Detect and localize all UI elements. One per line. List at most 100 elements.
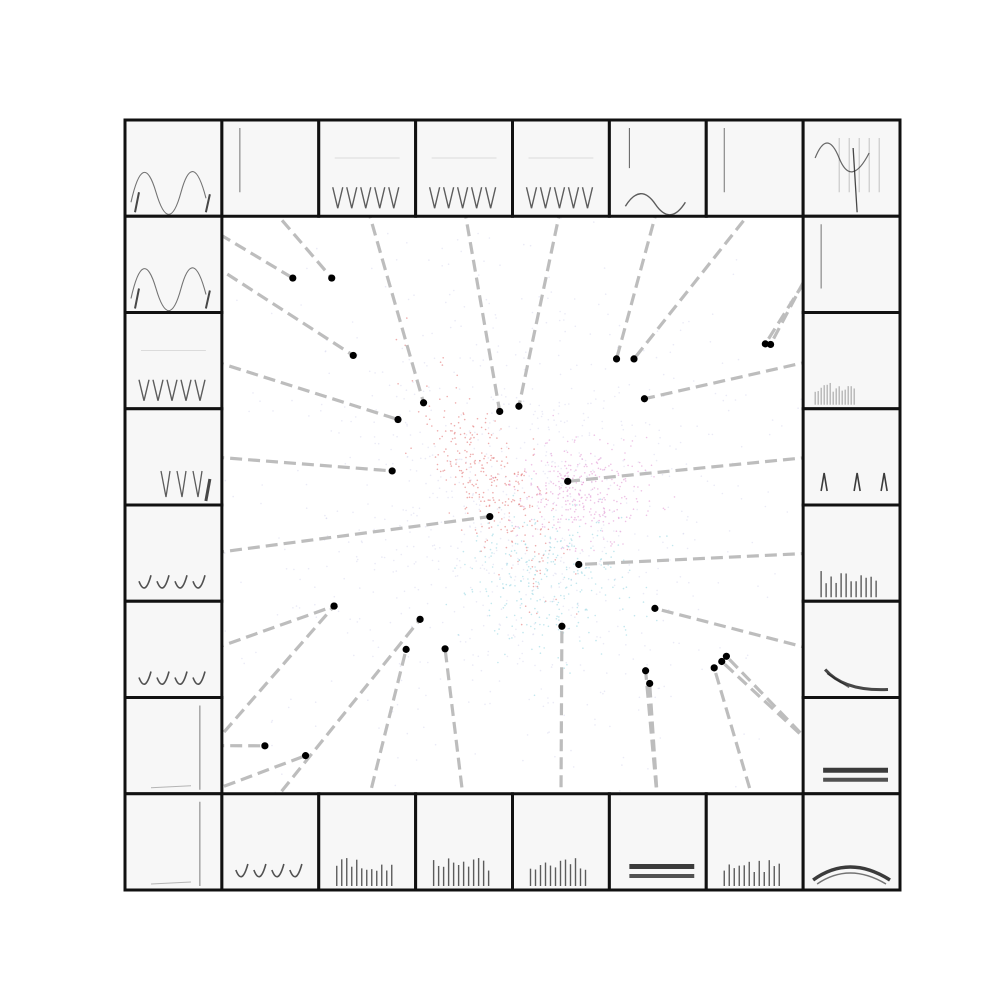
scatter-point: [428, 259, 430, 261]
scatter-point: [593, 434, 596, 437]
scatter-point: [603, 690, 606, 693]
scatter-point: [474, 753, 477, 755]
scatter-point: [577, 621, 580, 624]
scatter-point: [526, 560, 528, 563]
scatter-point: [533, 448, 535, 450]
scatter-point: [657, 687, 660, 690]
scatter-point: [587, 616, 589, 619]
scatter-point: [543, 445, 546, 447]
scatter-point: [548, 439, 551, 441]
scatter-point: [492, 476, 494, 479]
scatter-point: [663, 685, 665, 688]
anchor-point: [394, 415, 402, 424]
scatter-point: [488, 505, 491, 507]
scatter-point: [619, 485, 621, 488]
scatter-point: [531, 592, 533, 595]
scatter-point: [502, 587, 505, 589]
scatter-point: [377, 442, 380, 445]
scatter-point: [479, 550, 481, 553]
scatter-point: [405, 509, 407, 512]
scatter-point: [575, 436, 577, 438]
scatter-point: [567, 499, 569, 502]
spectrogram-trace: [853, 472, 861, 492]
scatter-point: [564, 460, 567, 463]
spectrogram-tile: [123, 311, 224, 411]
scatter-point: [453, 371, 455, 374]
scatter-point: [252, 392, 254, 394]
scatter-point: [428, 496, 431, 499]
scatter-point: [469, 479, 471, 482]
scatter-point: [580, 589, 583, 591]
scatter-point: [473, 461, 476, 463]
scatter-point: [440, 476, 442, 478]
scatter-point: [562, 436, 565, 439]
scatter-point: [743, 733, 745, 735]
tile-background: [125, 216, 222, 313]
scatter-point: [586, 703, 589, 706]
scatter-point: [523, 491, 526, 494]
connector-line: [443, 648, 466, 806]
scatter-point: [672, 407, 674, 410]
scatter-point: [539, 623, 541, 626]
scatter-point: [432, 492, 434, 495]
scatter-point: [449, 326, 452, 329]
scatter-point: [604, 293, 607, 296]
scatter-point: [507, 539, 510, 541]
scatter-point: [500, 509, 503, 511]
scatter-point: [344, 462, 347, 465]
scatter-point: [551, 600, 554, 603]
scatter-point: [472, 493, 475, 495]
scatter-point: [529, 428, 532, 431]
scatter-point: [548, 731, 550, 733]
scatter-point: [337, 610, 340, 613]
connector-line: [211, 263, 355, 357]
scatter-point: [564, 465, 566, 467]
scatter-point: [617, 544, 620, 546]
scatter-point: [523, 540, 525, 542]
spectrogram-trace: [174, 671, 188, 685]
scatter-point: [547, 499, 549, 502]
connector-line: [578, 551, 813, 567]
scatter-point: [525, 471, 527, 474]
scatter-point: [569, 548, 571, 551]
scatter-point: [537, 581, 540, 584]
scatter-point: [600, 527, 603, 530]
scatter-point: [479, 567, 482, 569]
scatter-point: [636, 508, 638, 511]
scatter-point: [425, 482, 427, 485]
scatter-point: [558, 619, 560, 621]
scatter-point: [649, 505, 651, 508]
connector-line: [769, 263, 815, 346]
scatter-point: [618, 790, 621, 792]
spectrogram-trace: [346, 187, 358, 209]
scatter-point: [588, 474, 591, 476]
scatter-point: [515, 628, 517, 631]
scatter-point: [514, 542, 517, 545]
scatter-point: [781, 425, 783, 427]
scatter-point: [356, 621, 359, 623]
scatter-point: [580, 519, 582, 521]
scatter-point: [417, 411, 420, 413]
scatter-point: [456, 450, 459, 452]
scatter-point: [550, 561, 552, 563]
scatter-point: [558, 488, 561, 490]
scatter-point: [506, 446, 508, 448]
scatter-point: [493, 520, 496, 522]
scatter-point: [522, 508, 525, 511]
scatter-point: [606, 478, 608, 481]
scatter-point: [479, 365, 482, 367]
scatter-point: [561, 484, 563, 487]
scatter-point: [727, 409, 730, 412]
scatter-point: [587, 402, 589, 405]
scatter-point: [336, 510, 339, 512]
scatter-point: [418, 507, 421, 510]
scatter-point: [305, 483, 308, 486]
scatter-point: [498, 680, 501, 682]
scatter-point: [615, 530, 618, 532]
scatter-point: [454, 319, 456, 322]
scatter-point: [469, 471, 472, 473]
scatter-point: [367, 699, 369, 701]
scatter-point: [471, 591, 474, 593]
scatter-point: [656, 589, 658, 592]
scatter-point: [697, 608, 700, 611]
